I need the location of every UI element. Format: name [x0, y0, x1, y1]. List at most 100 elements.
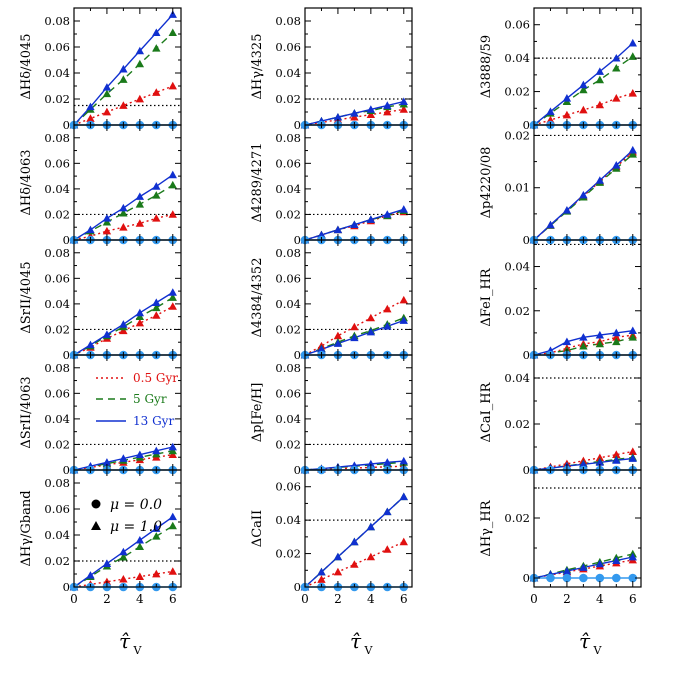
point-triangle-red [168, 81, 177, 90]
point-triangle-blue [168, 170, 177, 179]
y-tick-label: 0 [523, 571, 530, 585]
point-triangle-blue [628, 552, 637, 561]
y-tick-label: 0.04 [275, 412, 301, 426]
point-triangle-blue [595, 330, 605, 339]
x-tick-label: 6 [629, 592, 637, 606]
y-tick-label: 0.08 [44, 361, 70, 375]
panel-11: 0 0.02 0.04 0.06 0.08 Δp[Fe/H] [250, 354, 413, 477]
point-triangle-blue [628, 326, 637, 335]
legend-label-green: 5 Gyr [133, 392, 167, 406]
y-tick-label: 0.04 [44, 297, 70, 311]
point-triangle-red [119, 326, 128, 335]
y-tick-label: 0.04 [44, 182, 70, 196]
point-triangle-green [119, 552, 128, 561]
point-triangle-blue [562, 94, 572, 102]
point-triangle-red [119, 223, 128, 231]
y-axis-label: ΔHγ_HR [479, 499, 494, 556]
y-tick-label: 0.04 [44, 528, 70, 542]
y-tick-label: 0 [523, 118, 530, 132]
point-triangle-blue [168, 512, 177, 521]
point-triangle-blue [612, 456, 621, 464]
point-triangle-blue [399, 205, 408, 213]
point-triangle-blue [383, 322, 392, 330]
panel-13: 0 0.02 0.04 0.06 0.08 0 2 4 6 ΔHγ/Gband [19, 469, 182, 606]
legend-label-blue: 13 Gyr [133, 414, 174, 428]
y-axis-label: Δ3888/59 [479, 35, 494, 98]
point-triangle-red [595, 100, 605, 109]
x-tick-label: 6 [169, 592, 177, 606]
point-triangle-blue [86, 225, 95, 234]
x-axis-label-subscript: V [133, 644, 143, 657]
point-triangle-green [135, 200, 145, 208]
point-triangle-blue [595, 559, 605, 568]
y-tick-label: 0.06 [44, 502, 70, 516]
point-triangle-blue [579, 460, 588, 468]
x-tick-label: 6 [400, 592, 408, 606]
y-tick-label: 0.06 [275, 156, 301, 170]
panel-frame [304, 354, 413, 471]
point-triangle-green [168, 521, 177, 530]
point-circle-mu0 [546, 573, 555, 583]
point-triangle-green [102, 217, 112, 226]
panel-6: 0 0.01 0.02 Δp4220/08 [479, 124, 642, 247]
point-triangle-red [383, 107, 392, 116]
y-tick-label: 0.04 [504, 260, 530, 274]
point-triangle-blue [119, 547, 128, 556]
y-tick-label: 0.08 [275, 246, 301, 260]
point-triangle-red [168, 567, 177, 575]
panel-frame [533, 469, 642, 588]
point-triangle-blue [579, 190, 588, 199]
panel-4: 0 0.02 0.04 0.06 0.08 ΔHδ/4063 [19, 124, 182, 247]
y-tick-label: 0 [63, 233, 70, 247]
point-triangle-blue [86, 571, 95, 579]
y-tick-label: 0 [63, 348, 70, 362]
point-triangle-blue [579, 80, 588, 89]
y-tick-label: 0 [63, 463, 70, 477]
x-axis-label-subscript: V [364, 644, 374, 657]
y-tick-label: 0.08 [275, 361, 301, 375]
point-triangle-green [168, 28, 177, 37]
x-axis-label: τ̂ [119, 629, 131, 653]
legend-label-red: 0.5 Gyr [133, 371, 178, 385]
y-axis-label: Δ4384/4352 [250, 258, 265, 338]
point-triangle-green [612, 63, 621, 72]
point-triangle-blue [86, 102, 95, 111]
panel-8: 0 0.02 0.04 0.06 0.08 Δ4384/4352 [250, 239, 413, 362]
y-axis-label: ΔFeI_HR [479, 267, 494, 326]
point-triangle-blue [317, 567, 326, 576]
y-tick-label: 0.06 [44, 386, 70, 400]
y-tick-label: 0 [63, 118, 70, 132]
y-tick-label: 0.04 [44, 66, 70, 80]
point-triangle-blue [152, 446, 161, 455]
y-tick-label: 0.06 [44, 156, 70, 170]
y-tick-label: 0.01 [504, 181, 530, 195]
point-triangle-green [579, 85, 588, 94]
point-circle-mu0 [628, 573, 638, 583]
panel-12: 0 0.02 0.04 ΔCaI_HR [479, 354, 642, 477]
point-triangle-blue [168, 10, 177, 18]
point-triangle-blue [612, 161, 621, 169]
point-triangle-blue [102, 458, 112, 466]
point-triangle-blue [383, 458, 392, 466]
y-tick-label: 0.04 [504, 371, 530, 385]
panel-frame [533, 239, 642, 356]
point-triangle-green [595, 75, 605, 84]
point-triangle-red [579, 105, 588, 114]
y-axis-label: ΔCaI_HR [479, 381, 494, 442]
point-triangle-red [612, 333, 621, 341]
point-circle-mu0 [579, 573, 588, 583]
point-triangle-green [119, 75, 128, 83]
point-triangle-red [333, 567, 343, 576]
point-circle-mu0 [595, 573, 605, 583]
point-triangle-blue [333, 552, 343, 561]
point-triangle-red [350, 113, 359, 121]
legend-marker-triangle [91, 521, 101, 530]
point-triangle-blue [317, 345, 326, 353]
point-triangle-green [152, 44, 161, 52]
y-tick-label: 0.04 [275, 66, 301, 80]
point-triangle-red [399, 537, 408, 546]
point-triangle-blue [595, 176, 605, 184]
y-tick-label: 0.08 [44, 131, 70, 145]
point-triangle-blue [86, 340, 95, 349]
